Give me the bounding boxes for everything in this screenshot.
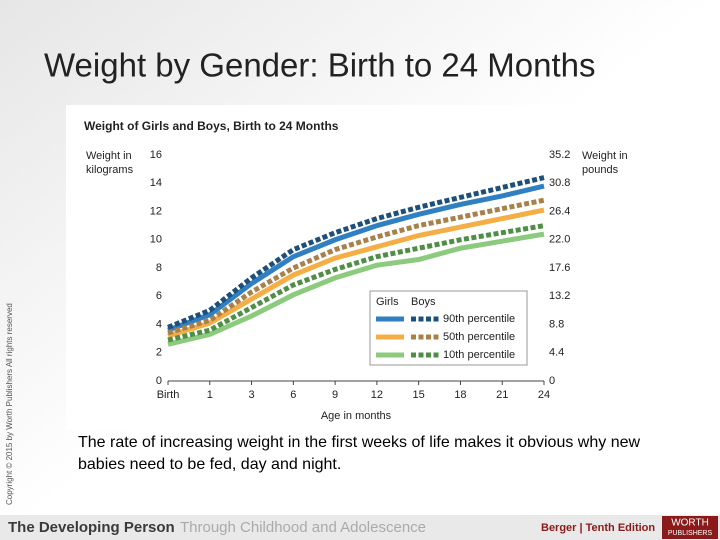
y-tick-label: 4 (156, 318, 162, 330)
chart-title: Weight of Girls and Boys, Birth to 24 Mo… (84, 119, 339, 133)
x-tick-label: 24 (538, 389, 550, 401)
footer-subtitle: Through Childhood and Adolescence (180, 519, 426, 536)
y2-tick-label: 0 (549, 375, 555, 387)
percentile-line (167, 231, 545, 347)
x-tick-label: 21 (496, 389, 508, 401)
y2-tick-label: 26.4 (549, 205, 570, 217)
y-axis-label: Weight in (86, 150, 132, 162)
publisher-logo (662, 516, 718, 539)
x-tick-label: 9 (332, 389, 338, 401)
x-tick-label: 15 (413, 389, 425, 401)
y-tick-label: 2 (156, 347, 162, 359)
percentile-line (167, 197, 545, 336)
percentile-line (167, 175, 545, 330)
y-tick-label: 12 (150, 205, 162, 217)
percentile-line (167, 183, 545, 333)
publisher-line: PUBLISHERS (668, 530, 713, 537)
slide-title: Weight by Gender: Birth to 24 Months (44, 47, 596, 84)
y2-tick-label: 13.2 (549, 290, 570, 302)
x-tick-label: Birth (157, 389, 180, 401)
percentile-line (167, 207, 545, 339)
footer-title: The Developing Person (8, 519, 175, 536)
y2-tick-label: 8.8 (549, 318, 564, 330)
edition: Berger | Tenth Edition (541, 522, 655, 534)
y-tick-label: 6 (156, 290, 162, 302)
x-tick-label: 3 (248, 389, 254, 401)
copyright: Copyright © 2015 by Worth Publishers All… (5, 303, 14, 505)
legend-label: 50th percentile (443, 331, 515, 343)
y2-axis-label: pounds (582, 164, 619, 176)
y2-tick-label: 17.6 (549, 262, 570, 274)
x-tick-label: 6 (290, 389, 296, 401)
y-tick-label: 14 (150, 177, 162, 189)
legend-label: 10th percentile (443, 349, 515, 361)
x-tick-label: 18 (454, 389, 466, 401)
y2-axis-label: Weight in (582, 150, 628, 162)
percentile-line (167, 223, 545, 343)
x-tick-label: 12 (371, 389, 383, 401)
publisher-line: WORTH (671, 518, 709, 529)
y2-tick-label: 35.2 (549, 149, 570, 161)
y2-tick-label: 22.0 (549, 234, 570, 246)
y-tick-label: 0 (156, 375, 162, 387)
legend-label: 90th percentile (443, 313, 515, 325)
y2-tick-label: 4.4 (549, 347, 564, 359)
y-tick-label: 8 (156, 262, 162, 274)
y-tick-label: 10 (150, 234, 162, 246)
x-tick-label: 1 (207, 389, 213, 401)
y2-tick-label: 30.8 (549, 177, 570, 189)
caption-box: The rate of increasing weight in the fir… (78, 434, 641, 473)
y-tick-label: 16 (150, 149, 162, 161)
caption: The rate of increasing weight in the fir… (78, 434, 641, 473)
legend-header: Girls (376, 296, 399, 308)
footer-bar (0, 515, 720, 540)
y-axis-label: kilograms (86, 164, 134, 176)
x-axis-label: Age in months (321, 410, 392, 422)
legend-header: Boys (411, 296, 436, 308)
